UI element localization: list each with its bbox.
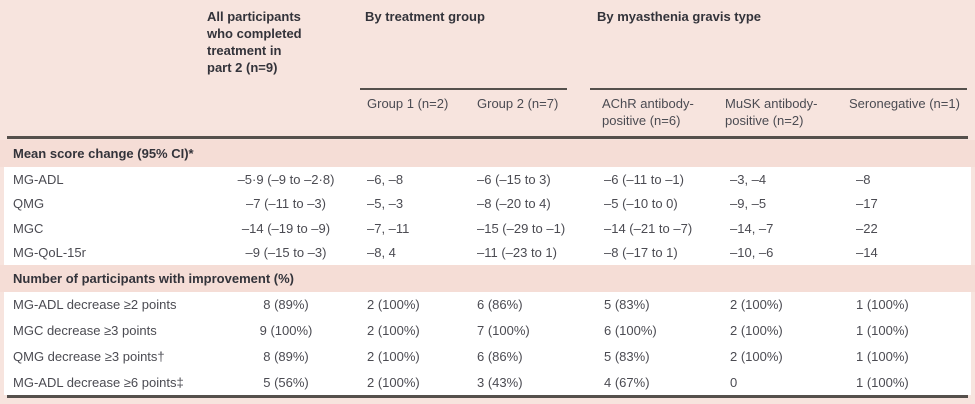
rule-header-bottom [7,136,968,139]
table-cell: –11 (–23 to 1) [477,245,557,261]
column-group-by-treatment: By treatment group [365,9,485,24]
table-cell: 3 (43%) [477,374,523,390]
table-cell: 2 (100%) [730,348,783,364]
column-header-all-participants: All participants who completed treatment… [207,9,302,75]
table-cell: –8 (–20 to 4) [477,196,551,212]
table-cell: 5 (83%) [604,348,650,364]
rule-mg-type [590,88,967,90]
section-header-mean-score: Mean score change (95% CI)* [0,140,975,167]
table-cell: –5, –3 [367,196,404,212]
section-header-improvement: Number of participants with improvement … [0,265,975,292]
mean-score-rows: MG-ADL –5·9 (–9 to –2·8) –6, –8 –6 (–15 … [4,167,971,265]
table-cell: –14 [856,245,878,261]
column-header-group1: Group 1 (n=2) [367,96,449,111]
table-cell: 1 (100%) [856,348,909,364]
row-label: MGC [13,220,44,236]
row-label: MG-ADL [13,171,64,187]
row-label: MG-ADL decrease ≥2 points [13,297,177,313]
table-cell: 9 (100%) [259,323,313,339]
row-label: MG-QoL-15r [13,245,86,261]
table-cell: 4 (67%) [604,374,650,390]
table-cell: –22 [856,220,878,236]
table-cell: 5 (56%) [263,374,309,390]
table-row: MG-ADL decrease ≥2 points 8 (89%) 2 (100… [4,292,971,318]
row-label: QMG decrease ≥3 points† [13,348,165,364]
rule-table-bottom [7,395,968,398]
table-cell: 8 (89%) [263,297,309,313]
table-cell: –8, 4 [367,245,396,261]
table-cell: 2 (100%) [367,297,420,313]
table-cell: –9, –5 [730,196,767,212]
table-cell: 0 [730,374,738,390]
table-cell: –15 (–29 to –1) [477,220,566,236]
table-row: QMG –7 (–11 to –3) –5, –3 –8 (–20 to 4) … [4,192,971,217]
column-group-by-mg-type: By myasthenia gravis type [597,9,762,24]
table-cell: 2 (100%) [730,297,783,313]
row-label: QMG [13,196,45,212]
table-cell: –6, –8 [367,171,404,187]
table-cell: –8 [856,171,871,187]
table-row: MGC –14 (–19 to –9) –7, –11 –15 (–29 to … [4,216,971,241]
table-cell: 1 (100%) [856,374,909,390]
table-cell: –8 (–17 to 1) [604,245,678,261]
table-cell: 8 (89%) [263,348,309,364]
section-title: Number of participants with improvement … [13,271,294,286]
table-cell: 6 (86%) [477,297,523,313]
table-cell: –9 (–15 to –3) [245,245,327,261]
table-cell: 5 (83%) [604,297,650,313]
rule-treatment-group [360,88,567,90]
table-cell: –7 (–11 to –3) [246,196,326,212]
table-cell: –5·9 (–9 to –2·8) [237,171,335,187]
table-cell: 2 (100%) [367,348,420,364]
table-cell: 1 (100%) [856,297,909,313]
table-cell: 2 (100%) [367,323,420,339]
table-cell: –6 (–11 to –1) [604,171,684,187]
table-cell: 2 (100%) [730,323,783,339]
table-cell: –14 (–19 to –9) [241,220,331,236]
table-body: Mean score change (95% CI)* MG-ADL –5·9 … [0,140,975,398]
table-cell: –14, –7 [730,220,774,236]
row-label: MG-ADL decrease ≥6 points‡ [13,374,184,390]
improvement-rows: MG-ADL decrease ≥2 points 8 (89%) 2 (100… [4,292,971,395]
table-row: MGC decrease ≥3 points 9 (100%) 2 (100%)… [4,318,971,344]
column-header-seronegative: Seronegative (n=1) [849,96,960,111]
column-header-group2: Group 2 (n=7) [477,96,559,111]
table-cell: 2 (100%) [367,374,420,390]
table-row: MG-ADL decrease ≥6 points‡ 5 (56%) 2 (10… [4,369,971,395]
table-cell: –7, –11 [367,220,410,236]
table-cell: –17 [856,196,878,212]
table-cell: –6 (–15 to 3) [477,171,551,187]
table-row: MG-QoL-15r –9 (–15 to –3) –8, 4 –11 (–23… [4,241,971,266]
table-cell: 7 (100%) [477,323,530,339]
table-cell: 6 (100%) [604,323,657,339]
table-cell: 6 (86%) [477,348,523,364]
row-label: MGC decrease ≥3 points [13,323,157,339]
table-cell: –3, –4 [730,171,767,187]
table-cell: –5 (–10 to 0) [604,196,678,212]
table-row: MG-ADL –5·9 (–9 to –2·8) –6, –8 –6 (–15 … [4,167,971,192]
table-header: All participants who completed treatment… [0,0,975,140]
section-title: Mean score change (95% CI)* [13,146,194,161]
table-cell: –14 (–21 to –7) [604,220,693,236]
table-cell: –10, –6 [730,245,774,261]
table-row: QMG decrease ≥3 points† 8 (89%) 2 (100%)… [4,344,971,370]
column-header-musk: MuSK antibody-positive (n=2) [725,96,818,128]
table-cell: 1 (100%) [856,323,909,339]
column-header-achr: AChR antibody-positive (n=6) [602,96,694,128]
